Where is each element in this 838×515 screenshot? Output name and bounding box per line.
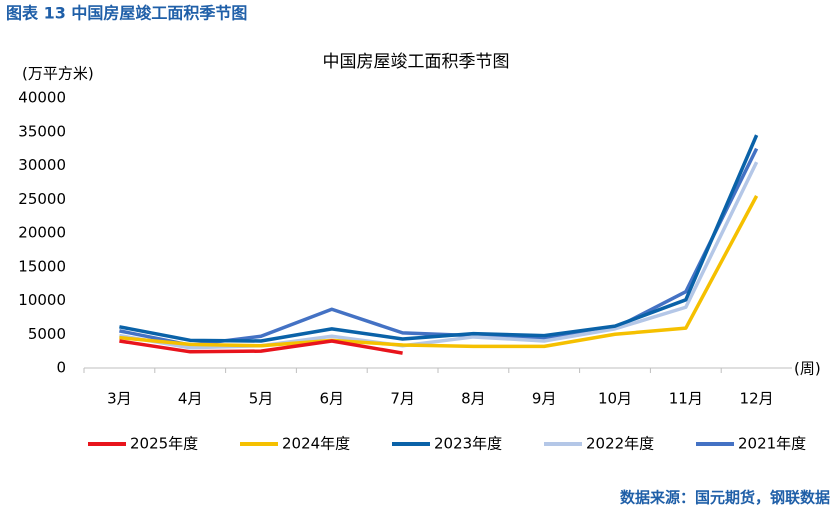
- series-line: [119, 195, 759, 349]
- x-axis-label: (周): [794, 360, 821, 378]
- y-axis-label: (万平方米): [22, 65, 94, 83]
- source: 数据来源：国元期货，钢联数据: [620, 489, 830, 507]
- y-tick-label: 40000: [18, 89, 66, 107]
- legend-label: 2025年度: [130, 435, 198, 453]
- y-tick-label: 25000: [18, 190, 66, 208]
- x-tick-label: 11月: [669, 390, 703, 408]
- y-tick-label: 35000: [18, 122, 66, 140]
- x-tick-label: 8月: [461, 390, 486, 408]
- x-tick-label: 7月: [390, 390, 415, 408]
- x-tick-label: 12月: [740, 390, 774, 408]
- x-tick-label: 6月: [320, 390, 345, 408]
- legend-label: 2022年度: [586, 435, 654, 453]
- y-tick-label: 15000: [18, 257, 66, 275]
- y-tick-label: 20000: [18, 224, 66, 242]
- series-line: [119, 339, 403, 355]
- y-tick-label: 30000: [18, 156, 66, 174]
- y-tick-label: 0: [56, 359, 66, 377]
- x-tick-label: 4月: [178, 390, 203, 408]
- y-tick-label: 10000: [18, 291, 66, 309]
- x-tick-label: 10月: [598, 390, 632, 408]
- y-tick-label: 5000: [28, 325, 66, 343]
- x-tick-label: 9月: [532, 390, 557, 408]
- legend-label: 2021年度: [738, 435, 806, 453]
- series-line: [119, 134, 759, 343]
- x-tick-label: 5月: [249, 390, 274, 408]
- page-header: 图表 13 中国房屋竣工面积季节图: [6, 4, 247, 23]
- series-line: [119, 161, 759, 350]
- legend-label: 2023年度: [434, 435, 502, 453]
- chart-title: 中国房屋竣工面积季节图: [323, 52, 510, 72]
- legend-label: 2024年度: [282, 435, 350, 453]
- x-tick-label: 3月: [107, 390, 132, 408]
